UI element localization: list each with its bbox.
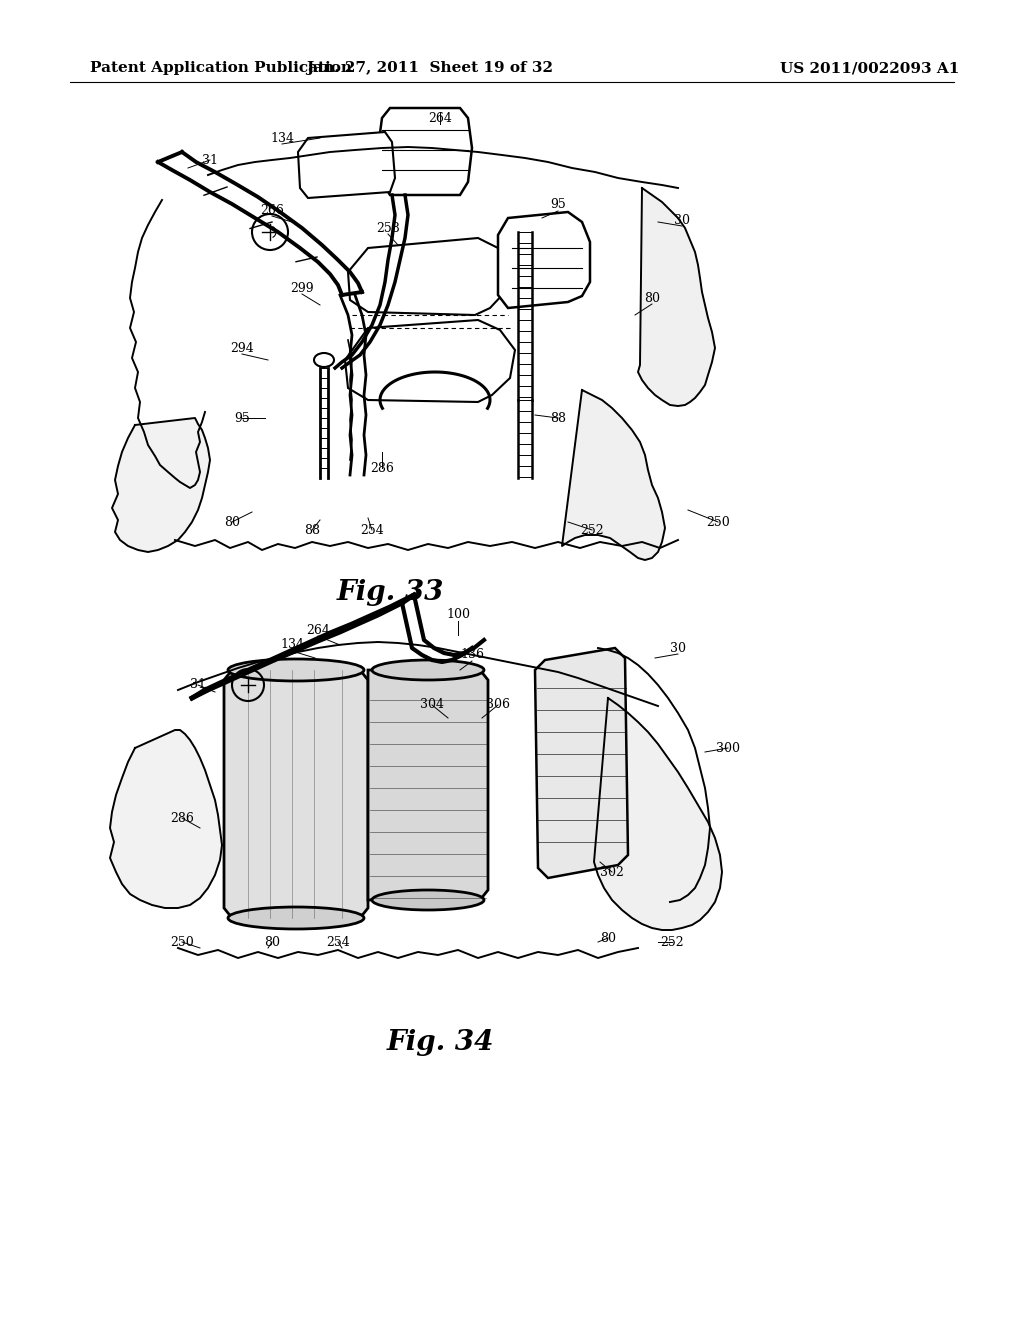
Ellipse shape — [228, 659, 364, 681]
Polygon shape — [368, 671, 488, 900]
Text: 254: 254 — [360, 524, 384, 536]
Text: 250: 250 — [170, 936, 194, 949]
Text: 80: 80 — [224, 516, 240, 528]
Polygon shape — [110, 730, 222, 908]
Text: 88: 88 — [304, 524, 319, 536]
Polygon shape — [348, 238, 510, 315]
Text: 136: 136 — [460, 648, 484, 661]
Text: 95: 95 — [550, 198, 566, 211]
Text: 300: 300 — [716, 742, 740, 755]
Text: Fig. 34: Fig. 34 — [386, 1028, 494, 1056]
Polygon shape — [498, 213, 590, 308]
Text: 30: 30 — [674, 214, 690, 227]
Text: 264: 264 — [428, 111, 452, 124]
Ellipse shape — [372, 660, 484, 680]
Text: US 2011/0022093 A1: US 2011/0022093 A1 — [780, 61, 959, 75]
Text: 258: 258 — [376, 222, 400, 235]
Polygon shape — [562, 389, 665, 560]
Polygon shape — [638, 187, 715, 407]
Text: 286: 286 — [370, 462, 394, 474]
Text: 264: 264 — [306, 623, 330, 636]
Text: 299: 299 — [290, 281, 313, 294]
Text: 252: 252 — [660, 936, 684, 949]
Text: 134: 134 — [270, 132, 294, 144]
Text: 302: 302 — [600, 866, 624, 879]
Text: Jan. 27, 2011  Sheet 19 of 32: Jan. 27, 2011 Sheet 19 of 32 — [306, 61, 554, 75]
Polygon shape — [535, 648, 628, 878]
Text: 306: 306 — [486, 698, 510, 711]
Polygon shape — [345, 319, 515, 403]
Ellipse shape — [228, 907, 364, 929]
Polygon shape — [298, 132, 395, 198]
Text: 304: 304 — [420, 698, 444, 711]
Text: 95: 95 — [234, 412, 250, 425]
Text: 286: 286 — [170, 812, 194, 825]
Text: Fig. 33: Fig. 33 — [336, 578, 443, 606]
Ellipse shape — [314, 352, 334, 367]
Polygon shape — [378, 108, 472, 195]
Text: 80: 80 — [644, 292, 660, 305]
Text: 100: 100 — [446, 609, 470, 622]
Text: Patent Application Publication: Patent Application Publication — [90, 61, 352, 75]
Text: 254: 254 — [326, 936, 350, 949]
Text: 80: 80 — [264, 936, 280, 949]
Text: 30: 30 — [670, 642, 686, 655]
Text: 294: 294 — [230, 342, 254, 355]
Text: 252: 252 — [581, 524, 604, 536]
Polygon shape — [224, 671, 368, 917]
Ellipse shape — [372, 890, 484, 909]
Text: 80: 80 — [600, 932, 616, 945]
Polygon shape — [112, 418, 210, 552]
Text: 250: 250 — [707, 516, 730, 528]
Text: 88: 88 — [550, 412, 566, 425]
Text: 266: 266 — [260, 203, 284, 216]
Text: 134: 134 — [280, 639, 304, 652]
Polygon shape — [594, 698, 722, 931]
Text: 31: 31 — [190, 678, 206, 692]
Text: 31: 31 — [202, 153, 218, 166]
